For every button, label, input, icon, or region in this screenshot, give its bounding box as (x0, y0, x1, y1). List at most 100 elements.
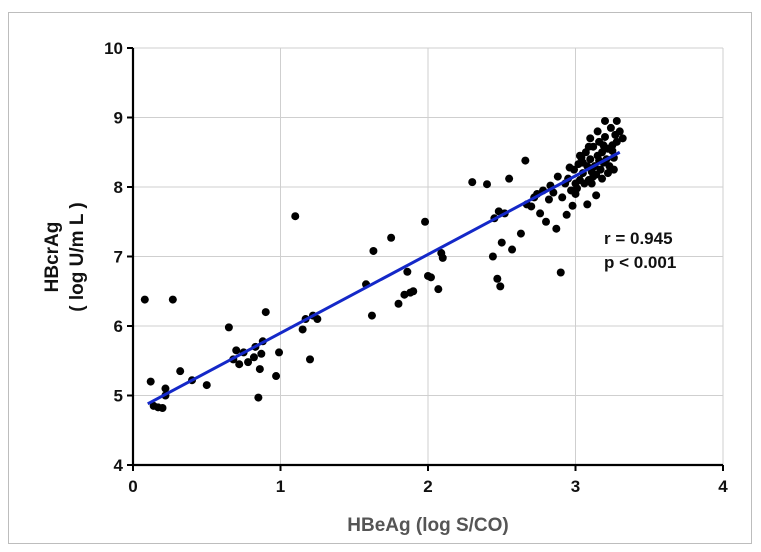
correlation-label: r = 0.945 (604, 229, 673, 248)
data-point (575, 151, 584, 160)
x-tick-label: 1 (276, 477, 285, 496)
y-axis-label-line1: HBcrAg (42, 222, 63, 293)
data-point (508, 245, 517, 254)
y-tick-label: 5 (114, 387, 123, 406)
tick-labels: 0 1 2 3 4 4 5 6 7 8 9 10 (104, 39, 728, 496)
data-point (505, 174, 514, 183)
data-point (176, 367, 185, 376)
data-point (586, 134, 595, 143)
axes (127, 47, 724, 471)
data-point (599, 141, 608, 150)
data-point (140, 295, 149, 304)
data-point (606, 123, 615, 132)
data-point (254, 393, 263, 402)
y-tick-label: 8 (114, 178, 123, 197)
grid (133, 47, 724, 465)
data-point (609, 165, 618, 174)
data-point (249, 353, 258, 362)
data-point (161, 384, 170, 393)
data-point (553, 172, 562, 181)
data-point (601, 116, 609, 125)
data-point (592, 191, 601, 200)
data-point (232, 346, 241, 355)
data-point (497, 238, 506, 247)
data-point (244, 358, 253, 367)
data-point (568, 201, 577, 210)
data-point (235, 360, 244, 369)
data-point (565, 163, 574, 172)
data-point (434, 285, 443, 294)
data-point (549, 188, 558, 197)
data-point (272, 372, 281, 381)
data-point (571, 189, 580, 198)
regression (147, 150, 621, 406)
x-tick-label: 3 (571, 477, 580, 496)
data-point (583, 200, 592, 209)
data-point (608, 146, 617, 155)
data-point (257, 349, 266, 358)
y-tick-label: 10 (104, 39, 123, 58)
data-point (598, 148, 607, 157)
data-point (403, 267, 412, 276)
data-point (578, 158, 587, 167)
data-point (168, 295, 177, 304)
data-point (589, 172, 598, 181)
y-tick-label: 4 (114, 456, 124, 475)
data-point (598, 174, 607, 183)
data-point (421, 217, 430, 226)
y-axis-label-line2: ( log U/m L ) (67, 202, 88, 311)
data-point (291, 212, 300, 221)
p-value-label: p < 0.001 (604, 253, 676, 272)
regression-line (147, 150, 621, 406)
x-tick-label: 0 (128, 477, 137, 496)
data-point (306, 355, 314, 364)
data-point (426, 273, 435, 282)
y-tick-label: 6 (114, 317, 123, 336)
data-point (584, 142, 593, 151)
data-point (394, 299, 403, 308)
data-point (298, 325, 307, 334)
data-point (536, 209, 545, 218)
data-point (367, 311, 376, 320)
data-point (496, 282, 505, 291)
data-point (612, 116, 621, 125)
data-point (521, 156, 530, 165)
data-point (603, 169, 612, 178)
data-point (202, 381, 211, 390)
data-point (527, 202, 536, 211)
data-point (542, 217, 550, 226)
data-point (618, 134, 627, 143)
x-tick-label: 2 (423, 477, 432, 496)
data-point (438, 253, 447, 262)
data-point (544, 195, 553, 204)
data-point (601, 132, 609, 141)
data-point (593, 127, 602, 136)
data-point (615, 127, 624, 136)
data-point (516, 229, 525, 238)
data-point (275, 348, 284, 357)
data-point (596, 165, 605, 174)
data-point (586, 155, 595, 164)
data-point (552, 224, 561, 233)
data-point (369, 246, 378, 255)
data-point (409, 287, 418, 296)
data-point (387, 233, 396, 242)
data-point (261, 308, 270, 317)
x-tick-label: 4 (718, 477, 728, 496)
x-axis-label: HBeAg (log S/CO) (347, 515, 509, 536)
data-point (468, 178, 477, 187)
data-point (493, 274, 502, 283)
data-point (146, 377, 155, 386)
data-point (562, 210, 571, 219)
data-point (558, 193, 567, 202)
y-tick-label: 7 (114, 248, 123, 267)
data-point (313, 315, 322, 324)
data-point (556, 268, 565, 277)
y-tick-label: 9 (114, 109, 123, 128)
data-point (488, 252, 497, 261)
data-point (587, 179, 596, 188)
data-point (224, 323, 233, 332)
data-point (158, 404, 167, 413)
data-point (612, 137, 621, 146)
